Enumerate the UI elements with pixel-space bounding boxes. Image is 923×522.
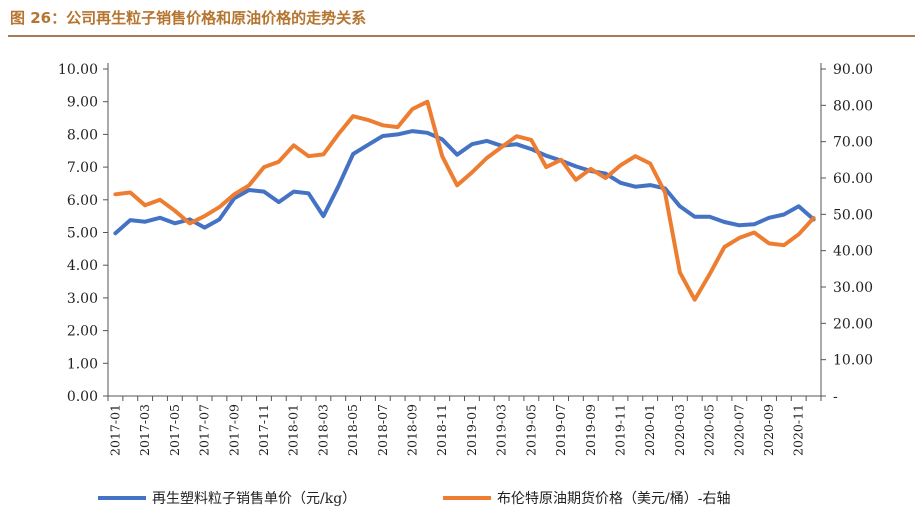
brent-crude-line [113, 99, 816, 302]
recycled-pellet-price-line [113, 129, 816, 236]
x-tick-label: 2019-03 [494, 404, 509, 456]
chart-legend: 再生塑料粒子销售单价（元/kg） 布伦特原油期货价格（美元/桶）-右轴 [0, 483, 923, 513]
x-tick-label: 2020-05 [702, 404, 717, 456]
x-tick-label: 2020-07 [731, 404, 746, 456]
x-tick-label: 2018-07 [375, 404, 390, 456]
x-tick-label: 2017-11 [256, 404, 271, 456]
right-tick-label: 30.00 [833, 280, 873, 296]
legend-label: 布伦特原油期货价格（美元/桶）-右轴 [497, 491, 731, 507]
x-axis-ticks: 2017-01 2017-03 2017-05 2017-07 2017-09 2017-… [107, 396, 822, 456]
right-tick-label: 60.00 [833, 171, 873, 187]
right-axis-ticks: - 10.00 20.00 30.00 40.00 50.00 60.00 70.00 80.0… [821, 62, 873, 405]
x-tick-label: 2019-01 [464, 404, 479, 456]
left-tick-label: 6.00 [67, 193, 98, 209]
title-divider [8, 35, 915, 37]
x-tick-label: 2017-07 [197, 404, 212, 456]
left-tick-label: 10.00 [58, 62, 98, 78]
x-tick-label: 2019-07 [553, 404, 568, 456]
x-tick-label: 2020-11 [791, 404, 806, 456]
x-tick-label: 2017-03 [137, 404, 152, 456]
x-tick-label: 2019-05 [523, 404, 538, 456]
x-tick-label: 2018-05 [345, 404, 360, 456]
x-tick-label: 2018-03 [315, 404, 330, 456]
left-tick-label: 4.00 [67, 258, 98, 274]
left-tick-label: 8.00 [67, 127, 98, 143]
x-tick-label: 2020-01 [642, 404, 657, 456]
left-tick-label: 1.00 [67, 356, 98, 372]
left-tick-label: 0.00 [67, 389, 98, 405]
right-tick-label: - [833, 389, 838, 405]
legend-swatch-blue [98, 496, 146, 500]
x-tick-label: 2017-05 [167, 404, 182, 456]
right-tick-label: 50.00 [833, 207, 873, 223]
legend-item-recycled-pellet-price: 再生塑料粒子销售单价（元/kg） [98, 483, 356, 513]
legend-item-brent-crude-price: 布伦特原油期货价格（美元/桶）-右轴 [443, 483, 730, 513]
x-tick-label: 2019-09 [583, 404, 598, 456]
legend-label: 再生塑料粒子销售单价（元/kg） [152, 491, 357, 507]
right-tick-label: 40.00 [833, 244, 873, 260]
x-tick-label: 2017-01 [107, 404, 122, 456]
right-tick-label: 80.00 [833, 98, 873, 114]
series-lines [113, 99, 816, 302]
x-tick-label: 2020-03 [672, 404, 687, 456]
right-tick-label: 70.00 [833, 135, 873, 151]
left-tick-label: 5.00 [67, 226, 98, 242]
left-tick-label: 7.00 [67, 160, 98, 176]
x-tick-label: 2018-11 [434, 404, 449, 456]
legend-swatch-orange [443, 496, 491, 500]
left-tick-label: 9.00 [67, 95, 98, 111]
right-tick-label: 20.00 [833, 316, 873, 332]
x-tick-label: 2019-11 [612, 404, 627, 456]
x-tick-label: 2020-09 [761, 404, 776, 456]
left-axis-ticks: 0.00 1.00 2.00 3.00 4.00 5.00 6.00 7.00 8.00 9.00… [58, 62, 108, 405]
left-tick-label: 3.00 [67, 291, 98, 307]
left-tick-label: 2.00 [67, 324, 98, 340]
right-tick-label: 10.00 [833, 353, 873, 369]
x-tick-label: 2018-09 [405, 404, 420, 456]
x-tick-label: 2018-01 [286, 404, 301, 456]
right-tick-label: 90.00 [833, 62, 873, 78]
chart-axes [107, 63, 822, 397]
x-tick-label: 2017-09 [226, 404, 241, 456]
figure-title: 图 26：公司再生粒子销售价格和原油价格的走势关系 [10, 9, 367, 27]
